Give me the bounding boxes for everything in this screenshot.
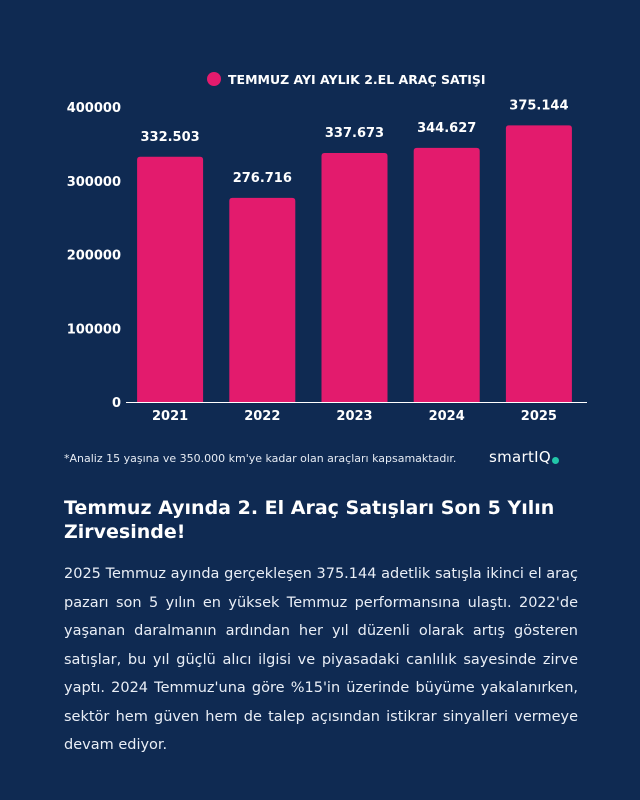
x-tick-label-2022: 2022 — [244, 409, 280, 424]
brand-name: smartIQ — [489, 448, 551, 466]
x-tick-label-2024: 2024 — [429, 409, 465, 424]
bar-2025 — [505, 125, 572, 402]
bar-2021 — [137, 156, 204, 402]
legend-swatch — [207, 72, 221, 86]
y-tick-label: 400000 — [67, 101, 121, 116]
brand-dot-icon — [552, 456, 559, 464]
body-text: 2025 Temmuz ayında gerçekleşen 375.144 a… — [64, 566, 578, 753]
value-label-2022: 276.716 — [233, 171, 292, 186]
x-tick-label-2023: 2023 — [336, 409, 372, 424]
value-label-2021: 332.503 — [140, 130, 199, 145]
y-tick-label: 300000 — [67, 175, 121, 190]
y-tick-label: 0 — [112, 396, 121, 411]
x-tick-label-2025: 2025 — [521, 409, 557, 424]
y-tick-label: 200000 — [67, 249, 121, 264]
bar-2022 — [229, 197, 296, 402]
y-tick-label: 100000 — [67, 322, 121, 337]
legend-label: TEMMUZ AYI AYLIK 2.EL ARAÇ SATIŞI — [228, 72, 486, 87]
bar-2023 — [321, 152, 388, 402]
headline: Temmuz Ayında 2. El Araç Satışları Son 5… — [64, 497, 555, 543]
bar-chart: TEMMUZ AYI AYLIK 2.EL ARAÇ SATIŞI 0 100000… — [67, 72, 587, 424]
value-label-2023: 337.673 — [325, 126, 384, 141]
brand-logo: smartIQ — [489, 448, 559, 466]
value-label-2025: 375.144 — [509, 98, 568, 113]
bar-2024 — [413, 147, 480, 402]
value-label-2024: 344.627 — [417, 121, 476, 136]
x-tick-label-2021: 2021 — [152, 409, 188, 424]
footnote: *Analiz 15 yaşına ve 350.000 km'ye kadar… — [64, 452, 457, 465]
